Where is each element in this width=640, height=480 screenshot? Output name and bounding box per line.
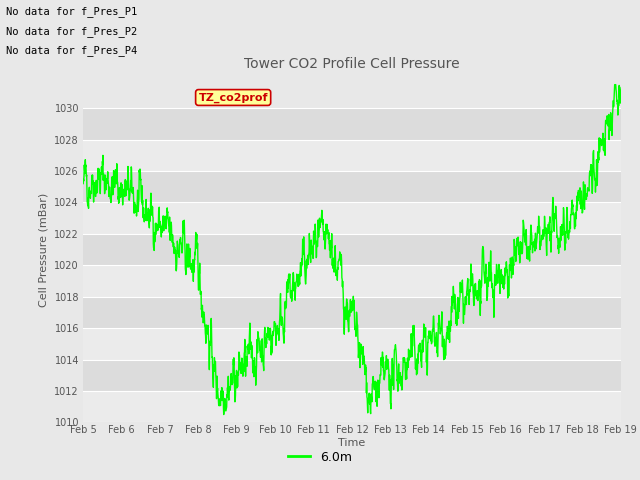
Bar: [83, 108, 621, 140]
Text: No data for f_Pres_P4: No data for f_Pres_P4: [6, 45, 138, 56]
Bar: [83, 265, 621, 297]
Bar: [83, 234, 621, 265]
Bar: [83, 297, 621, 328]
Bar: [83, 391, 621, 422]
Text: No data for f_Pres_P1: No data for f_Pres_P1: [6, 6, 138, 17]
Legend: 6.0m: 6.0m: [283, 446, 357, 469]
Bar: [83, 203, 621, 234]
Bar: [83, 360, 621, 391]
Title: Tower CO2 Profile Cell Pressure: Tower CO2 Profile Cell Pressure: [244, 58, 460, 72]
Y-axis label: Cell Pressure (mBar): Cell Pressure (mBar): [39, 192, 49, 307]
Bar: [83, 171, 621, 203]
Bar: [83, 140, 621, 171]
Text: No data for f_Pres_P2: No data for f_Pres_P2: [6, 25, 138, 36]
Bar: [83, 328, 621, 360]
X-axis label: Time: Time: [339, 438, 365, 448]
Text: TZ_co2prof: TZ_co2prof: [198, 92, 268, 103]
